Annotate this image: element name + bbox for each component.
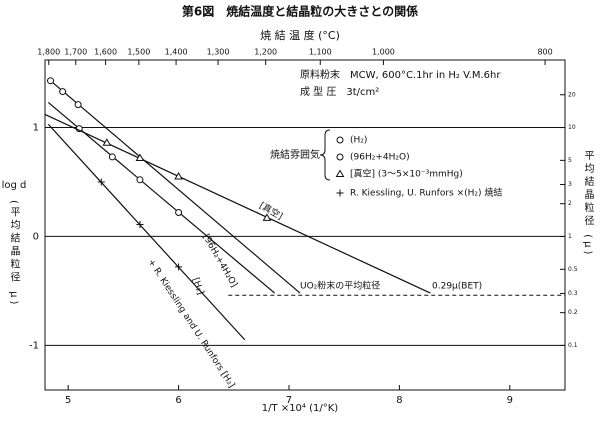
x-tick-label: 6 (175, 395, 181, 406)
y2-tick-label: 5 (568, 157, 572, 164)
fit-line (47, 123, 246, 341)
y2-tick-label: 0.5 (568, 266, 578, 273)
legend-label: [真空] (3～5×10⁻³mmHg) (350, 168, 463, 180)
x2-tick-label: 800 (537, 48, 552, 57)
legend-brace (319, 129, 331, 181)
x2-tick-label: 1,800 (37, 48, 60, 57)
legend-marker (336, 136, 344, 144)
x-tick-label: 9 (507, 395, 513, 406)
x2-tick-label: 1,500 (127, 48, 150, 57)
point (47, 77, 55, 85)
x-tick-label: 5 (65, 395, 71, 406)
y-label: log d (2, 180, 27, 191)
y-tick-label: 1 (33, 123, 39, 134)
fit-line (44, 113, 431, 294)
y-tick-label: 0 (33, 231, 39, 242)
x2-tick-label: 1,400 (165, 48, 188, 57)
x2-tick-label: 1,700 (64, 48, 87, 57)
x-tick-label: 8 (396, 395, 402, 406)
point (135, 153, 145, 162)
line-label: + R. Kiessling and U. Runfors [H₂] (145, 258, 236, 390)
x2-tick-label: 1,000 (372, 48, 395, 57)
chart-title: 第6図 焼結温度と結晶粒の大きさとの関係 (182, 4, 418, 19)
point (175, 208, 183, 216)
point (175, 263, 183, 271)
y-label-sub: (平均結晶粒径 μ) (8, 200, 20, 307)
note: 原料粉末 MCW, 600°C.1hr in H₂ V.M.6hr (300, 68, 501, 81)
legend-marker (335, 169, 345, 177)
legend-marker (336, 189, 344, 197)
point (59, 88, 67, 96)
point (74, 101, 82, 109)
note: 成 型 圧 3t/cm² (300, 85, 379, 98)
y2-tick-label: 2 (568, 200, 572, 207)
legend-title: 焼結雰囲気 (270, 148, 320, 161)
legend-label: R. Kiessling, U. Runfors ×(H₂) 焼結 (350, 187, 502, 199)
fit-line (50, 80, 301, 294)
y2-tick-label: 10 (568, 124, 576, 131)
y2-tick-label: 0.3 (568, 290, 578, 297)
y2-tick-label: 0.1 (568, 342, 578, 349)
legend-label: (96H₂+4H₂O) (350, 153, 410, 163)
y2-label: 平均結晶粒径 (μ) (582, 150, 594, 257)
point (136, 220, 144, 228)
point (97, 178, 105, 186)
legend-marker (336, 153, 344, 161)
x-tick-label: 7 (286, 395, 292, 406)
x2-tick-label: 1,300 (207, 48, 230, 57)
x2-tick-label: 1,200 (254, 48, 277, 57)
reference-label: UO₂粉末の平均粒径 (300, 280, 380, 292)
y-tick-label: -1 (29, 340, 39, 351)
legend-label: (H₂) (350, 136, 367, 146)
point (108, 153, 116, 161)
point (262, 213, 272, 221)
y2-tick-label: 0.2 (568, 309, 578, 316)
fit-line (47, 102, 276, 294)
point (102, 138, 112, 146)
point (136, 176, 144, 184)
plot-frame (44, 59, 566, 391)
y2-tick-label: 20 (568, 91, 576, 98)
y2-tick-label: 3 (568, 181, 572, 188)
x2-tick-label: 1,600 (94, 48, 117, 57)
reference-value-label: 0.29μ(BET) (432, 282, 482, 292)
line-label: [96H₂+4H₂O] (200, 233, 238, 290)
point (174, 172, 183, 180)
x2-label: 焼 結 温 度 (°C) (260, 28, 340, 42)
x2-tick-label: 1,100 (309, 48, 332, 57)
x-label: 1/T ×10⁴ (1/°K) (262, 403, 339, 414)
y2-tick-label: 1 (568, 233, 572, 240)
